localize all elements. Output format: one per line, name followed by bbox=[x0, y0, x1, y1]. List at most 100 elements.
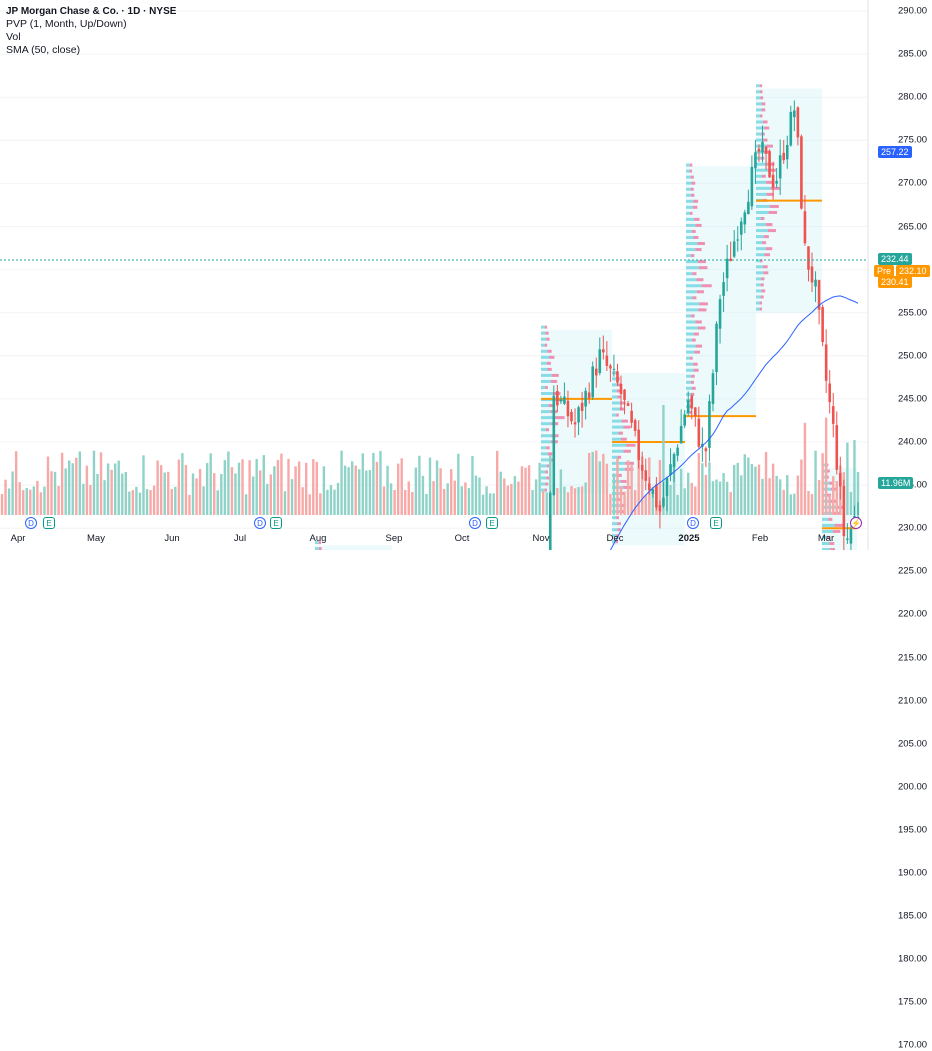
volume-bar bbox=[775, 475, 778, 515]
volume-bar bbox=[807, 490, 810, 515]
volume-bar bbox=[641, 456, 644, 515]
flash-icon[interactable]: ⚡ bbox=[850, 517, 862, 529]
volume-bar bbox=[619, 486, 623, 515]
volume-bar bbox=[510, 483, 513, 515]
dividend-icon[interactable]: D bbox=[25, 517, 37, 529]
profile-range bbox=[315, 545, 392, 550]
volume-bar bbox=[315, 461, 319, 515]
volume-bar bbox=[524, 467, 527, 515]
volume-bar bbox=[701, 463, 704, 515]
profile-bar-down bbox=[695, 344, 703, 348]
profile-bar-down bbox=[761, 217, 765, 221]
candle-body bbox=[651, 489, 655, 494]
profile-bar-up bbox=[756, 90, 760, 94]
earnings-icon[interactable]: E bbox=[710, 517, 722, 529]
earnings-icon[interactable]: E bbox=[270, 517, 282, 529]
volume-bar bbox=[541, 491, 545, 515]
candle-body bbox=[686, 400, 690, 413]
volume-bar bbox=[687, 472, 690, 515]
profile-bar-down bbox=[829, 548, 835, 550]
profile-bar-up bbox=[756, 289, 762, 293]
profile-bar-up bbox=[541, 355, 550, 359]
volume-bar bbox=[131, 490, 135, 515]
volume-bar bbox=[849, 492, 853, 515]
profile-bar-down bbox=[550, 379, 558, 383]
pre-market-badge: 232.10 bbox=[896, 265, 930, 277]
price-tick-label: 210.00 bbox=[898, 695, 928, 707]
candle-body bbox=[782, 152, 786, 161]
volume-bar bbox=[527, 465, 531, 515]
profile-bar-up bbox=[541, 325, 545, 329]
volume-bar bbox=[103, 480, 106, 515]
profile-bar-up bbox=[612, 407, 620, 411]
volume-bar bbox=[651, 486, 655, 515]
profile-bar-up bbox=[756, 138, 763, 142]
profile-bar-down bbox=[544, 488, 547, 492]
price-tick-label: 280.00 bbox=[898, 91, 928, 103]
profile-bar-up bbox=[686, 356, 691, 360]
candle-body bbox=[669, 464, 672, 476]
candle-body bbox=[835, 425, 839, 470]
time-tick-label: Mar bbox=[817, 533, 835, 544]
volume-bar bbox=[563, 486, 566, 515]
dividend-icon[interactable]: D bbox=[469, 517, 481, 529]
profile-bar-up bbox=[686, 193, 692, 197]
profile-bar-up bbox=[756, 150, 765, 154]
time-tick-label: Apr bbox=[10, 533, 26, 544]
candle-body bbox=[630, 410, 633, 423]
volume-bar bbox=[329, 485, 333, 515]
profile-bar-down bbox=[762, 241, 767, 245]
sma-indicator-label[interactable]: SMA (50, close) bbox=[6, 44, 81, 56]
profile-bar-down bbox=[829, 541, 835, 545]
profile-bar-down bbox=[619, 407, 625, 411]
volume-bar bbox=[50, 471, 53, 515]
price-chart[interactable] bbox=[0, 0, 932, 550]
candle-body bbox=[715, 323, 718, 373]
profile-bar-down bbox=[617, 498, 621, 502]
profile-bar-down bbox=[617, 455, 622, 459]
profile-bar-down bbox=[616, 389, 621, 393]
earnings-icon[interactable]: E bbox=[486, 517, 498, 529]
volume-badge: 11.96M bbox=[878, 477, 914, 489]
volume-bar bbox=[810, 494, 814, 515]
pvp-indicator-label[interactable]: PVP (1, Month, Up/Down) bbox=[6, 18, 127, 30]
volume-bar bbox=[382, 486, 386, 515]
dividend-icon[interactable]: D bbox=[254, 517, 266, 529]
volume-bar bbox=[796, 475, 800, 515]
profile-bar-down bbox=[759, 307, 762, 311]
dividend-icon[interactable]: D bbox=[687, 517, 699, 529]
candle-body bbox=[803, 211, 807, 244]
profile-bar-up bbox=[612, 455, 618, 459]
symbol-title[interactable]: JP Morgan Chase & Co. · 1D · NYSE bbox=[6, 6, 177, 17]
profile-bar-up bbox=[686, 296, 693, 300]
profile-bar-down bbox=[833, 529, 841, 533]
candle-body bbox=[785, 144, 789, 160]
candle-body bbox=[598, 349, 602, 374]
volume-bar bbox=[184, 465, 188, 515]
volume-bar bbox=[499, 471, 502, 515]
volume-bar bbox=[595, 450, 598, 515]
profile-bar-up bbox=[686, 272, 693, 276]
profile-bar-up bbox=[686, 163, 690, 167]
volume-bar bbox=[276, 460, 280, 515]
volume-bar bbox=[856, 472, 860, 515]
volume-bar bbox=[531, 489, 534, 515]
volume-bar bbox=[418, 455, 421, 515]
earnings-icon[interactable]: E bbox=[43, 517, 55, 529]
candle-body bbox=[768, 151, 771, 178]
volume-bar bbox=[368, 470, 372, 515]
profile-bar-up bbox=[686, 181, 692, 185]
volume-bar bbox=[679, 468, 683, 515]
profile-bar-up bbox=[686, 320, 696, 324]
volume-indicator-label[interactable]: Vol bbox=[6, 31, 21, 43]
profile-bar-up bbox=[541, 343, 545, 347]
profile-bar-down bbox=[546, 464, 551, 468]
profile-bar-up bbox=[686, 332, 694, 336]
profile-bar-up bbox=[541, 385, 546, 389]
volume-bar bbox=[669, 484, 672, 515]
profile-bar-down bbox=[759, 301, 763, 305]
profile-bar-up bbox=[686, 175, 691, 179]
volume-bar bbox=[467, 488, 471, 515]
candle-body bbox=[718, 299, 722, 329]
profile-bar-down bbox=[696, 278, 704, 282]
